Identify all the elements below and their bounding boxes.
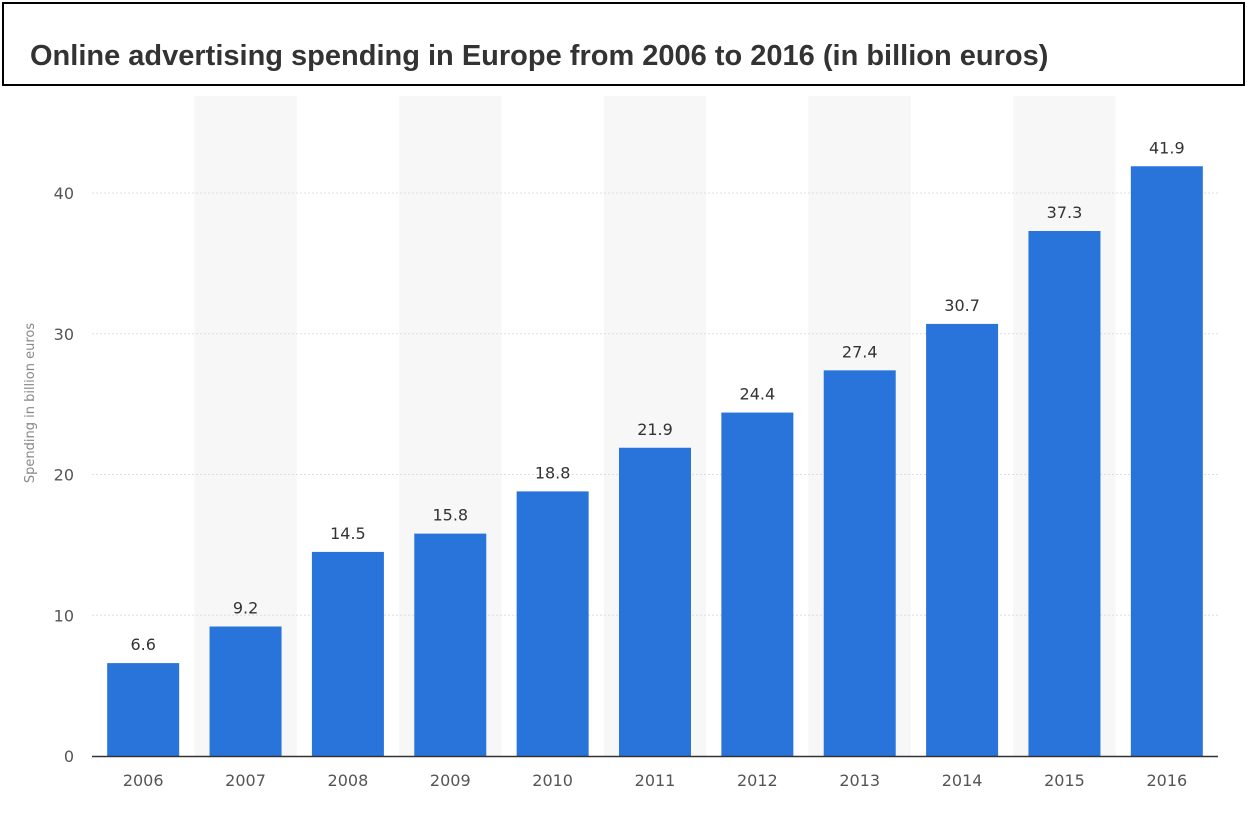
data-label-2016: 41.9 bbox=[1149, 138, 1185, 157]
x-axis-ticks: 2006 2007 2008 2009 2010 2011 2012 2013 2014 2015… bbox=[123, 771, 1187, 790]
x-tick-label-2009: 2009 bbox=[430, 771, 471, 790]
bar-2014 bbox=[926, 323, 999, 756]
chart-title: Online advertising spending in Europe fr… bbox=[30, 40, 1049, 72]
x-tick-label-2016: 2016 bbox=[1146, 771, 1187, 790]
data-label-2006: 6.6 bbox=[130, 635, 155, 654]
y-axis-ticks: 0 10 20 30 40 bbox=[54, 184, 74, 766]
y-tick-label: 10 bbox=[54, 606, 74, 625]
x-tick-label-2008: 2008 bbox=[328, 771, 369, 790]
y-tick-label: 30 bbox=[54, 325, 74, 344]
x-tick-label-2010: 2010 bbox=[532, 771, 573, 790]
data-labels: 6.6 9.2 14.5 15.8 18.8 21.9 24.4 27.4 30.7 37.3 41… bbox=[130, 138, 1184, 654]
data-label-2012: 24.4 bbox=[740, 385, 776, 404]
x-tick-label-2013: 2013 bbox=[839, 771, 880, 790]
bar-2015 bbox=[1028, 231, 1101, 756]
data-label-2010: 18.8 bbox=[535, 463, 571, 482]
x-tick-label-2015: 2015 bbox=[1044, 771, 1085, 790]
x-tick-label-2014: 2014 bbox=[942, 771, 983, 790]
x-tick-label-2006: 2006 bbox=[123, 771, 164, 790]
bar-2006 bbox=[107, 663, 180, 756]
data-label-2009: 15.8 bbox=[432, 506, 468, 525]
y-tick-label: 20 bbox=[54, 466, 74, 485]
bars bbox=[107, 166, 1203, 756]
data-label-2007: 9.2 bbox=[233, 599, 258, 618]
y-axis-title: Spending in billion euros bbox=[23, 323, 38, 483]
x-tick-label-2011: 2011 bbox=[635, 771, 676, 790]
data-label-2015: 37.3 bbox=[1047, 203, 1083, 222]
bar-2011 bbox=[619, 447, 691, 756]
bar-2013 bbox=[823, 370, 896, 756]
data-label-2008: 14.5 bbox=[330, 524, 366, 543]
bar-2009 bbox=[414, 533, 487, 756]
bar-2008 bbox=[311, 551, 384, 756]
bar-2012 bbox=[721, 412, 794, 756]
chart-title-box: Online advertising spending in Europe fr… bbox=[2, 2, 1245, 86]
x-tick-label-2012: 2012 bbox=[737, 771, 778, 790]
bar-2016 bbox=[1130, 166, 1203, 756]
y-tick-label: 0 bbox=[64, 747, 74, 766]
data-label-2014: 30.7 bbox=[944, 296, 980, 315]
data-label-2011: 21.9 bbox=[637, 420, 673, 439]
x-tick-label-2007: 2007 bbox=[225, 771, 266, 790]
y-tick-label: 40 bbox=[54, 184, 74, 203]
bar-2010 bbox=[516, 491, 589, 756]
data-label-2013: 27.4 bbox=[842, 342, 878, 361]
bar-2007 bbox=[209, 626, 282, 756]
